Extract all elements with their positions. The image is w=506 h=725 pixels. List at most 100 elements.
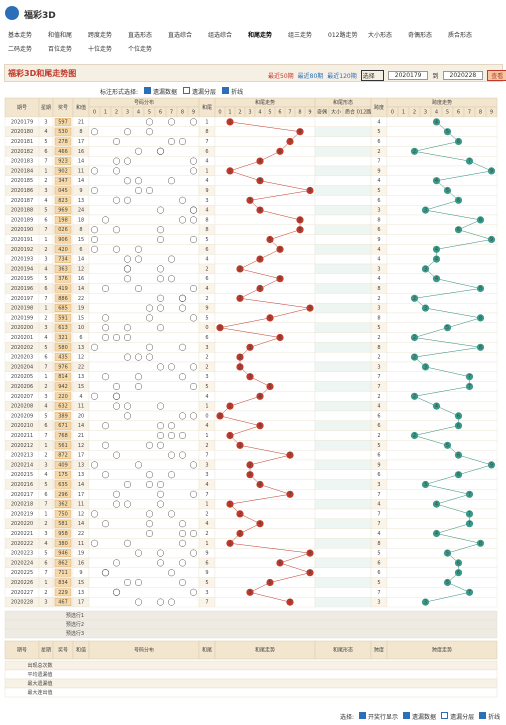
span-mark-label: 7 xyxy=(468,374,471,380)
checkbox[interactable] xyxy=(222,87,230,94)
nav-link[interactable]: 质合形态 xyxy=(448,32,473,39)
cell xyxy=(386,577,498,588)
checkbox[interactable] xyxy=(403,712,411,719)
cell xyxy=(386,332,498,343)
checkbox[interactable] xyxy=(441,712,449,719)
digit-mark xyxy=(178,559,187,567)
period: 2020200 xyxy=(11,325,33,331)
option-title: 标注形式选择: xyxy=(100,89,139,96)
digit-mark xyxy=(112,245,121,253)
cell xyxy=(314,557,372,569)
nav-link[interactable]: 组选综合 xyxy=(208,32,233,39)
to-label: 到 xyxy=(432,73,439,80)
span-mark xyxy=(410,431,419,440)
digit-label: 4 xyxy=(258,110,261,116)
sum: 13 xyxy=(78,345,84,351)
nav-link[interactable]: 直选综合 xyxy=(168,32,193,39)
page-title: 福彩3D和尾走势图 xyxy=(8,69,77,78)
period: 2020207 xyxy=(11,394,33,400)
tail-mark xyxy=(266,382,274,391)
digit-mark xyxy=(145,128,154,136)
draw-number: 834 xyxy=(58,580,68,586)
sum: 11 xyxy=(78,404,84,410)
options: 标注形式选择: 遗漏数据 遗漏分层 折线 xyxy=(100,87,243,96)
digit-mark xyxy=(189,490,198,498)
sum: 17 xyxy=(78,600,84,606)
period: 2020209 xyxy=(11,413,33,419)
nav-link[interactable]: 基本走势 xyxy=(8,32,33,39)
cell xyxy=(386,204,498,216)
footer-header-label: 和尾 xyxy=(202,647,212,654)
nav-link[interactable]: 二码走势 xyxy=(8,46,33,53)
sum: 14 xyxy=(78,257,84,263)
cell xyxy=(314,361,372,373)
from-input[interactable]: 2020179 xyxy=(387,71,429,80)
cell xyxy=(214,410,316,422)
to-input[interactable]: 2020228 xyxy=(442,71,484,80)
nav-link[interactable]: 百位走势 xyxy=(48,46,73,53)
nav-link[interactable]: 012路走势 xyxy=(328,32,358,39)
cell xyxy=(214,234,316,245)
sum: 14 xyxy=(78,286,84,292)
cell xyxy=(214,361,316,373)
period: 2020190 xyxy=(11,227,33,233)
nav-link[interactable]: 十位走势 xyxy=(88,46,113,53)
span: 9 xyxy=(377,237,380,243)
digit-mark xyxy=(189,461,198,469)
span-mark xyxy=(421,363,430,371)
cell xyxy=(314,126,372,137)
tail-mark xyxy=(266,235,274,244)
nav-link[interactable]: 跨度走势 xyxy=(88,32,113,39)
checkbox[interactable] xyxy=(359,712,367,719)
tail-mark xyxy=(236,353,244,361)
weekday: 1 xyxy=(44,306,47,312)
cell xyxy=(314,538,372,549)
select[interactable]: 选择 xyxy=(360,70,384,81)
cell xyxy=(88,185,200,196)
cell xyxy=(214,381,316,392)
recent-link[interactable]: 最近80期 xyxy=(297,73,324,80)
checkbox[interactable] xyxy=(183,87,191,94)
draw-number: 613 xyxy=(58,325,68,331)
cell xyxy=(314,499,372,510)
preselect-label: 预选行3 xyxy=(66,630,84,637)
tail: 2 xyxy=(205,364,208,370)
cell xyxy=(386,528,498,539)
cell xyxy=(314,116,372,128)
span-mark xyxy=(454,451,463,459)
span-mark-label: 6 xyxy=(457,139,460,145)
draw-number: 906 xyxy=(58,237,68,243)
nav-link[interactable]: 个位走势 xyxy=(128,46,153,53)
tail-mark-label: 2 xyxy=(238,266,241,272)
sum: 13 xyxy=(78,198,84,204)
sum: 6 xyxy=(79,247,82,253)
tail-mark xyxy=(226,118,234,126)
digit-mark xyxy=(101,284,110,293)
recent-link[interactable]: 最近50期 xyxy=(268,73,294,80)
nav-link[interactable]: 大小形态 xyxy=(368,32,393,39)
cell xyxy=(214,146,316,157)
checkbox[interactable] xyxy=(479,712,487,719)
period: 2020196 xyxy=(11,286,33,292)
weekday: 6 xyxy=(44,149,47,155)
weekday: 7 xyxy=(44,227,47,233)
span-mark-label: 4 xyxy=(435,531,438,537)
number-box xyxy=(54,323,72,332)
view-button[interactable]: 查看 xyxy=(487,70,506,81)
draw-number: 435 xyxy=(58,355,68,361)
recent-link[interactable]: 最近120期 xyxy=(327,73,357,80)
nav-link[interactable]: 直选形态 xyxy=(128,32,153,39)
checkbox[interactable] xyxy=(144,87,152,94)
span-mark-label: 8 xyxy=(479,217,482,223)
draw-number: 278 xyxy=(58,139,68,145)
draw-number: 296 xyxy=(58,492,68,498)
tail: 6 xyxy=(205,247,208,253)
nav-link[interactable]: 和尾走势 xyxy=(248,32,273,39)
cell xyxy=(314,410,372,422)
cell xyxy=(314,567,372,578)
nav-link[interactable]: 组三走势 xyxy=(288,32,313,39)
tail-mark xyxy=(266,314,274,322)
nav-link[interactable]: 和值和尾 xyxy=(48,32,73,39)
nav-link[interactable]: 奇偶形态 xyxy=(408,32,433,39)
span-mark-label: 6 xyxy=(457,198,460,204)
